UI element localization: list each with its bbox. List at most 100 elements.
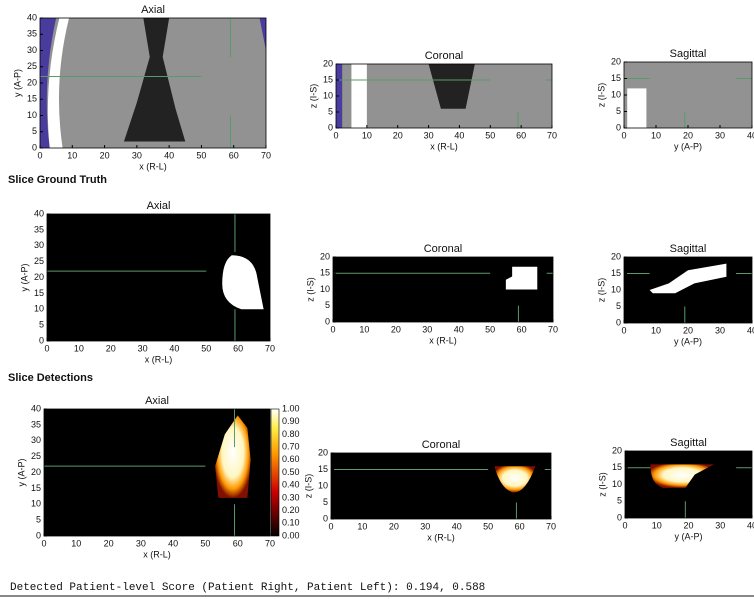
y-tick-label: 15 [318,464,328,474]
ct-dark [428,64,475,109]
panel-title: Coronal [422,439,461,451]
colorbar [270,408,280,537]
image-panel: Coronal 0 10 20 30 40 50 60 70 0 5 10 15 20 x (R-L) z (… [305,243,558,345]
x-tick-label: 10 [359,324,369,334]
y-tick-label: 5 [328,106,333,116]
section-heading: Slice Detections [8,372,93,384]
x-axis-label: y (A-P) [674,336,702,346]
y-tick-label: 25 [27,61,37,71]
image [40,18,266,148]
colorbar-label: 0.80 [282,429,300,439]
x-tick-label: 20 [683,520,693,530]
x-axis-label: x (R-L) [143,549,171,559]
x-tick-label: 10 [71,538,81,548]
y-tick-label: 15 [611,268,621,278]
x-tick-label: 20 [391,324,401,334]
image-panel: Coronal 0 10 20 30 40 50 60 70 0 5 10 15 20 x (R-L) z (… [308,50,557,151]
image [624,62,752,128]
x-tick-label: 40 [168,538,178,548]
image-panel: Coronal 0 10 20 30 40 50 60 70 0 5 10 15 20 x (R-L) z (… [303,439,556,542]
panel-title: Axial [147,200,171,212]
image-panel: Sagittal01020304005101520y (A-P)z (I-S) [596,48,754,151]
mask-background [625,451,752,518]
image [47,214,270,341]
colorbar-label: 0.60 [282,454,300,464]
y-tick-label: 0 [328,122,333,132]
colorbar-label: 0.20 [282,505,300,515]
ct-skull [627,88,647,128]
y-tick-label: 10 [320,284,330,294]
x-tick-label: 50 [483,521,493,531]
panel-title: Coronal [425,50,464,62]
y-tick-label: 10 [34,304,44,314]
y-tick-label: 0 [616,317,621,327]
x-tick-label: 50 [201,343,211,353]
y-tick-label: 5 [617,496,622,506]
x-tick-label: 30 [136,538,146,548]
lesion [649,263,727,294]
y-axis-label: z (I-S) [596,278,606,303]
y-axis-label: z (I-S) [305,277,315,302]
x-tick-label: 60 [517,324,527,334]
x-tick-label: 30 [424,130,434,140]
y-tick-label: 35 [31,419,41,429]
y-tick-label: 10 [31,499,41,509]
y-tick-label: 10 [323,90,333,100]
x-tick-label: 30 [715,130,725,140]
y-tick-label: 20 [27,77,37,87]
panel-title: Sagittal [670,48,707,60]
y-tick-label: 0 [617,512,622,522]
x-tick-label: 20 [683,325,693,335]
x-tick-label: 50 [200,538,210,548]
colorbar-label: 0.10 [282,518,300,528]
x-tick-label: 10 [74,343,84,353]
x-tick-label: 30 [132,150,142,160]
y-tick-label: 10 [611,284,621,294]
y-tick-label: 25 [31,451,41,461]
lesion [222,255,264,310]
x-tick-label: 20 [104,538,114,548]
image [331,453,551,519]
x-tick-label: 10 [651,130,661,140]
y-tick-label: 10 [318,480,328,490]
x-axis-label: x (R-L) [427,532,455,542]
y-tick-label: 10 [612,479,622,489]
y-tick-label: 20 [611,251,621,261]
panel-title: Axial [141,4,165,16]
x-tick-label: 10 [651,325,661,335]
y-tick-label: 0 [325,316,330,326]
x-tick-label: 10 [357,521,367,531]
y-tick-label: 15 [27,94,37,104]
x-tick-label: 0 [333,130,338,140]
image [336,64,552,128]
x-axis-label: y (A-P) [674,141,702,151]
colorbar-label: 0.70 [282,441,300,451]
x-tick-label: 0 [622,520,627,530]
y-tick-label: 5 [36,515,41,525]
ct-skull [47,18,70,148]
colorbar-label: 0.00 [282,530,300,540]
y-axis-label: z (I-S) [308,84,318,109]
y-tick-label: 0 [323,513,328,523]
section-heading: Slice Ground Truth [8,174,107,186]
image [44,409,270,536]
y-tick-label: 35 [27,29,37,39]
x-tick-label: 40 [169,343,179,353]
image [333,257,553,322]
y-tick-label: 15 [323,74,333,84]
x-tick-label: 70 [265,343,275,353]
y-tick-label: 10 [611,89,621,99]
lesion [215,415,251,498]
y-tick-label: 40 [31,403,41,413]
x-tick-label: 40 [747,130,754,140]
x-tick-label: 40 [454,130,464,140]
lesion [650,464,714,488]
x-tick-label: 40 [452,521,462,531]
y-tick-label: 15 [31,483,41,493]
y-tick-label: 40 [27,12,37,22]
y-tick-label: 5 [325,300,330,310]
y-tick-label: 30 [27,45,37,55]
colorbar-label: 0.50 [282,467,300,477]
